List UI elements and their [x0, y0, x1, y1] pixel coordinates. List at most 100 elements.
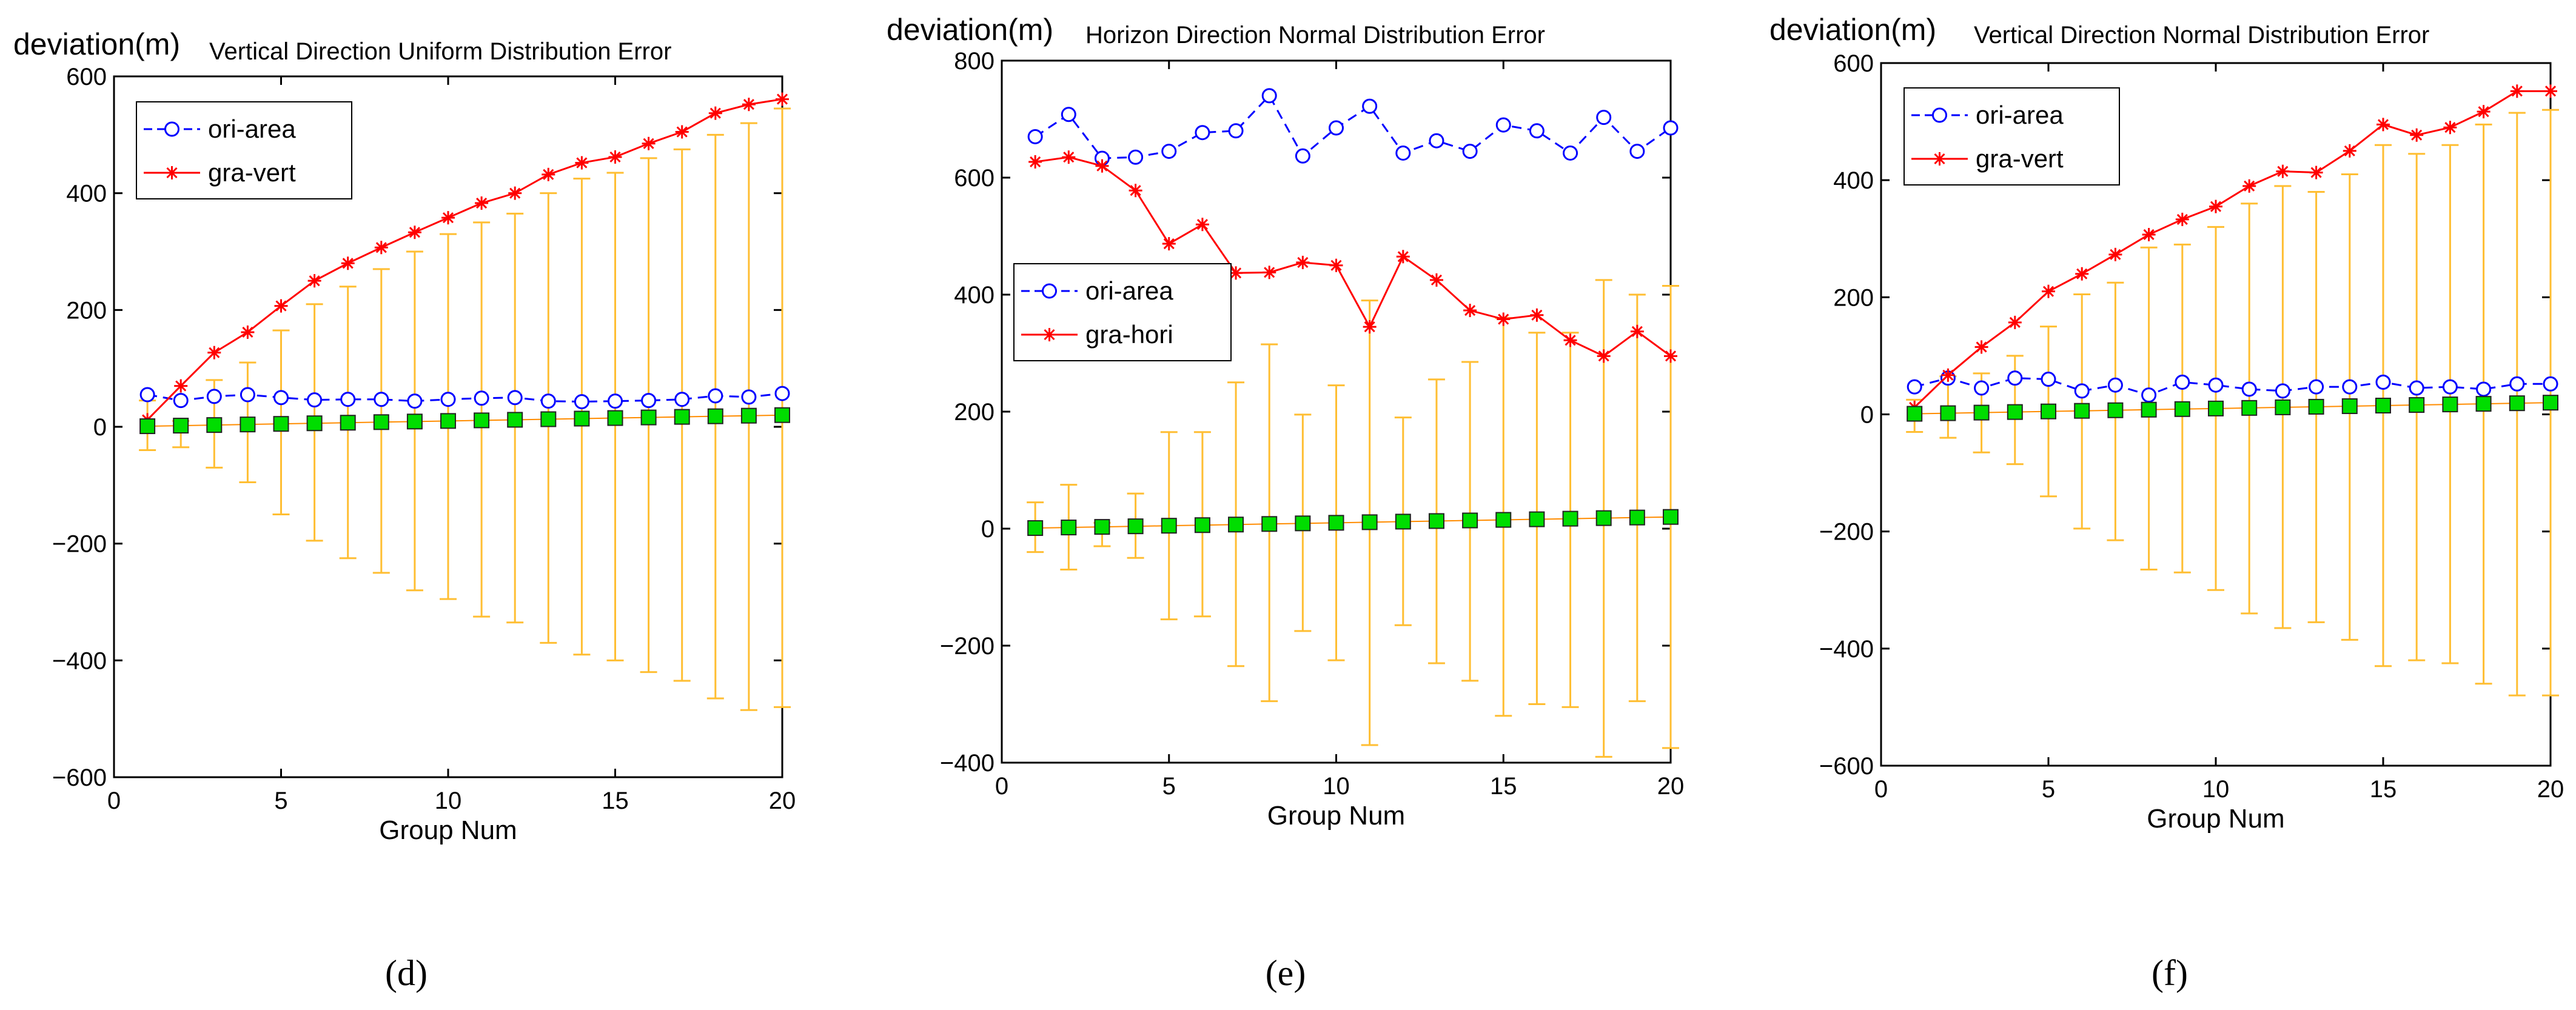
data-point-mean [540, 411, 557, 427]
data-point-ori-area [1429, 133, 1444, 149]
data-point-gra-vert [642, 136, 656, 150]
data-point-mean [406, 413, 423, 430]
data-point-gra-vert [2008, 315, 2022, 329]
data-point-mean [1462, 512, 1478, 529]
data-point-gra-vert [742, 98, 756, 112]
data-point-mean [2107, 402, 2124, 418]
series-line-ori-area [147, 392, 783, 403]
data-point-ori-area [2342, 379, 2358, 395]
star-stroke [1565, 335, 1576, 346]
data-point-mean [1663, 509, 1679, 525]
y-tick-label: 400 [66, 181, 107, 207]
data-point-mean [740, 407, 757, 424]
data-point-ori-area [139, 387, 155, 403]
y-tick-label: −200 [1819, 519, 1874, 546]
data-point-ori-area [273, 390, 289, 406]
data-point-ori-area [1462, 144, 1478, 159]
star-stroke [2444, 122, 2456, 133]
y-tick-label: 600 [1833, 50, 1874, 77]
legend-label: ori-area [1976, 101, 2064, 129]
data-point-ori-area [708, 388, 723, 404]
data-point-gra-hori [1396, 250, 1410, 264]
data-point-gra-hori [1296, 255, 1310, 269]
data-point-mean [2007, 404, 2023, 420]
data-point-gra-hori [1664, 349, 1677, 363]
data-point-gra-vert [2510, 84, 2524, 98]
data-point-mean [1428, 513, 1444, 529]
data-point-gra-hori [1597, 349, 1611, 363]
data-point-ori-area [1563, 145, 1578, 161]
data-point-ori-area [2442, 379, 2458, 395]
data-point-gra-hori [1630, 324, 1644, 338]
data-point-ori-area [1529, 123, 1545, 139]
star-stroke [1665, 350, 1677, 362]
y-tick-label: −200 [52, 531, 107, 558]
star-stroke [1934, 153, 1945, 165]
data-point-gra-hori [1062, 150, 1076, 164]
star-stroke [1163, 238, 1175, 250]
legend-label: ori-area [1085, 276, 1173, 305]
data-point-gra-vert [2209, 199, 2222, 213]
chart-title: Vertical Direction Uniform Distribution … [209, 38, 671, 65]
data-point-gra-vert [2376, 118, 2390, 132]
star-stroke [2411, 129, 2423, 141]
data-point-mean [507, 412, 523, 428]
x-tick-label: 5 [274, 788, 287, 814]
star-stroke [1631, 326, 1643, 337]
data-point-gra-vert [2142, 227, 2156, 241]
data-point-ori-area [1974, 380, 1990, 396]
data-point-gra-vert [341, 256, 355, 270]
data-point-gra-vert [708, 106, 722, 120]
data-point-ori-area [540, 393, 556, 409]
star-stroke [1498, 313, 1509, 325]
data-point-gra-vert [2042, 284, 2055, 298]
data-point-gra-hori [1329, 258, 1343, 272]
data-point-mean [2041, 403, 2056, 420]
star-stroke [2110, 249, 2121, 260]
data-point-gra-vert [2276, 164, 2290, 178]
data-point-gra-vert [508, 186, 522, 200]
data-point-gra-vert [2242, 179, 2256, 193]
x-axis-label: Group Num [1267, 801, 1405, 831]
data-point-gra-vert [2343, 144, 2356, 158]
star-stroke [209, 347, 220, 358]
star-stroke [1942, 369, 1954, 381]
x-axis-label: Group Num [379, 815, 517, 845]
data-point-ori-area [2141, 387, 2157, 403]
data-point-mean [1940, 405, 1956, 421]
star-stroke [1230, 267, 1242, 279]
data-point-mean [1127, 518, 1144, 535]
legend-marker-gra-vert [165, 166, 179, 179]
data-point-ori-area [2375, 374, 2391, 390]
x-tick-label: 0 [107, 788, 121, 814]
y-tick-label: 600 [66, 64, 107, 90]
x-tick-label: 10 [2202, 776, 2230, 803]
data-point-ori-area [574, 394, 589, 410]
star-stroke [2511, 85, 2523, 97]
data-point-gra-vert [2075, 267, 2089, 281]
star-stroke [2377, 119, 2389, 130]
data-point-mean [1094, 519, 1110, 535]
data-point-gra-vert [274, 299, 288, 313]
legend-label: ori-area [208, 115, 296, 143]
data-point-mean [1529, 511, 1545, 527]
data-point-ori-area [2175, 374, 2190, 390]
data-point-ori-area [507, 390, 523, 406]
data-point-ori-area [608, 393, 623, 409]
data-point-mean [2375, 398, 2391, 414]
star-stroke [1096, 160, 1108, 172]
data-point-ori-area [2275, 383, 2290, 399]
star-stroke [2344, 145, 2355, 156]
y-axis-label: deviation(m) [13, 27, 180, 61]
data-point-gra-vert [2309, 166, 2323, 179]
star-stroke [342, 258, 354, 269]
x-tick-label: 20 [1657, 773, 1685, 800]
data-point-mean [574, 410, 590, 427]
data-point-gra-hori [1530, 308, 1544, 322]
star-stroke [743, 99, 754, 110]
data-point-gra-hori [1563, 333, 1577, 347]
star-stroke [1531, 309, 1543, 321]
legend-box [1013, 263, 1232, 361]
data-point-gra-vert [207, 346, 221, 360]
